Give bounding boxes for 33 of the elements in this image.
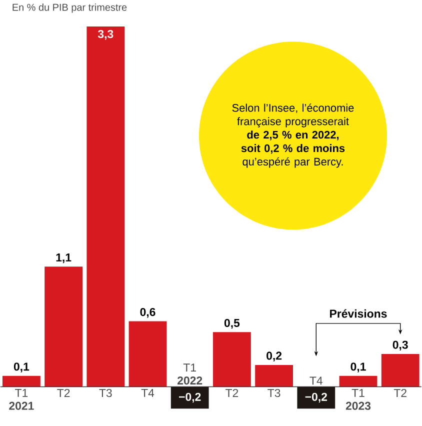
- x-tick-label: T3: [99, 388, 112, 398]
- data-label: −0,2: [179, 392, 201, 403]
- x-tick-label: T4: [141, 388, 154, 397]
- data-label: 1,1: [56, 254, 72, 264]
- x-tick-label: T1 2021: [9, 388, 34, 410]
- bar: [255, 364, 294, 387]
- x-tick-label: T1 2022: [178, 364, 202, 385]
- data-label: 0,6: [140, 308, 156, 318]
- data-label: 0,1: [350, 362, 366, 372]
- x-tick-label: T4: [310, 376, 323, 385]
- annotation: Prévisions: [330, 309, 387, 318]
- x-tick-label: T2: [226, 388, 238, 397]
- x-tick-label: T2: [394, 388, 407, 397]
- bar: [381, 354, 420, 387]
- data-label: 0,3: [392, 340, 408, 350]
- data-label: −0,2: [305, 392, 328, 403]
- data-label: 3,3: [98, 30, 114, 40]
- bar: [213, 332, 251, 387]
- bar: [44, 266, 83, 387]
- annotation: Selon l’Insee, l’économie française progresserait de 2,5 % en 2022, soit 0,2 % de moins qu’espéré par Bercy.: [232, 104, 354, 168]
- bar: [86, 26, 125, 387]
- x-tick-label: T3: [268, 388, 280, 398]
- data-label: 0,1: [14, 362, 30, 372]
- x-tick-label: T2: [57, 388, 70, 397]
- bar: [2, 376, 40, 387]
- data-label: 0,2: [266, 352, 282, 362]
- chart-subtitle: En % du PIB par trimestre: [12, 4, 127, 13]
- bar: [297, 386, 336, 409]
- bar: [339, 376, 378, 387]
- bar: [128, 321, 167, 387]
- x-tick-label: T1 2023: [346, 388, 371, 410]
- data-label: 0,5: [224, 318, 240, 329]
- bar: [171, 386, 209, 409]
